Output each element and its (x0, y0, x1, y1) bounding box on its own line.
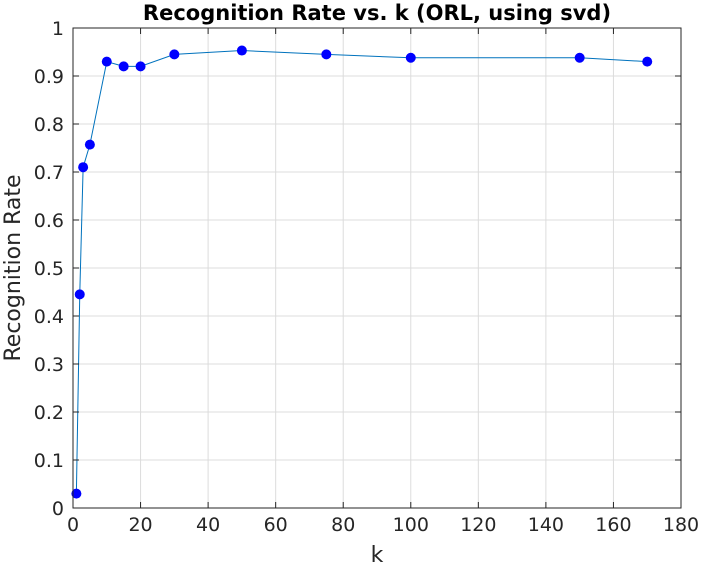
x-tick-label: 0 (67, 514, 79, 536)
tick-labels: 0 20 40 60 80 100 120 140 160 180 0 0.1 0.2 0.3 0.4 0.5… (34, 18, 699, 536)
data-point (642, 56, 653, 67)
series-layer (71, 45, 653, 499)
y-tick-label: 0.3 (34, 354, 64, 376)
data-point (574, 52, 585, 63)
x-tick-label: 20 (128, 514, 152, 536)
data-point (321, 49, 332, 60)
y-tick-label: 0.5 (34, 258, 64, 280)
y-tick-label: 0.8 (34, 114, 64, 136)
data-point (84, 139, 95, 150)
y-tick-label: 0 (52, 498, 64, 520)
data-point (169, 49, 180, 60)
x-tick-label: 160 (595, 514, 631, 536)
y-tick-label: 0.4 (34, 306, 64, 328)
data-point (135, 61, 146, 72)
x-tick-label: 120 (460, 514, 496, 536)
y-tick-label: 1 (52, 18, 64, 40)
x-tick-label: 60 (264, 514, 288, 536)
x-axis-label: k (371, 543, 384, 568)
x-tick-label: 80 (331, 514, 355, 536)
x-tick-label: 140 (528, 514, 564, 536)
x-tick-label: 180 (663, 514, 699, 536)
grid (72, 27, 682, 509)
data-point (405, 52, 416, 63)
x-tick-label: 100 (393, 514, 429, 536)
y-tick-label: 0.2 (34, 402, 64, 424)
y-tick-label: 0.9 (34, 66, 64, 88)
data-point (236, 45, 247, 56)
y-tick-label: 0.7 (34, 162, 64, 184)
x-tick-label: 40 (196, 514, 220, 536)
y-tick-label: 0.6 (34, 210, 64, 232)
data-point (101, 56, 112, 67)
y-tick-label: 0.1 (34, 450, 64, 472)
data-point (71, 488, 82, 499)
data-point (118, 61, 129, 72)
ticks (72, 27, 682, 509)
chart-title: Recognition Rate vs. k (ORL, using svd) (143, 1, 611, 25)
data-point (78, 162, 89, 173)
data-point (74, 289, 85, 300)
y-axis-label: Recognition Rate (1, 175, 26, 362)
